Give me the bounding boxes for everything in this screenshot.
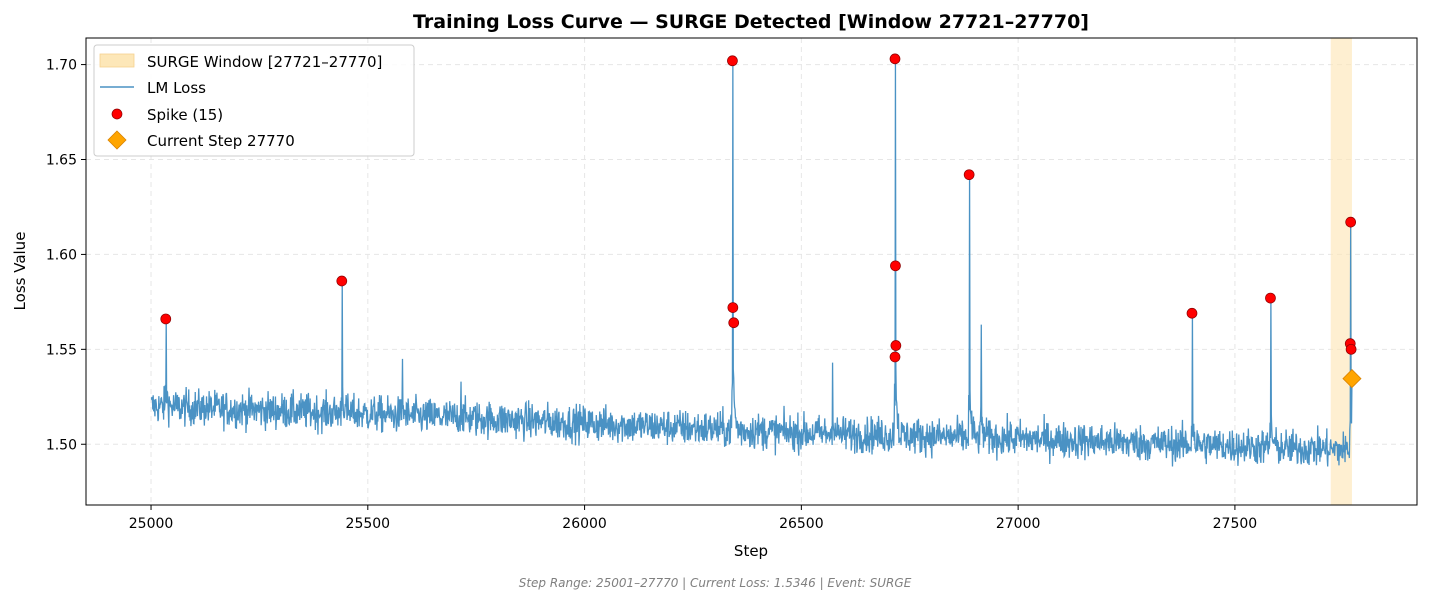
spike-point — [727, 302, 739, 313]
legend-surge-label: SURGE Window [27721–27770] — [147, 53, 382, 71]
legend-current-swatch — [107, 130, 127, 150]
spike-point — [889, 351, 901, 363]
surge-window-band — [1330, 38, 1352, 505]
loss-line — [150, 58, 1353, 467]
legend-current-label: Current Step 27770 — [147, 132, 295, 150]
spike-point — [1345, 216, 1357, 228]
x-tick-label: 25000 — [129, 516, 174, 532]
x-tick-label: 27000 — [996, 516, 1041, 532]
x-axis-label: Step — [734, 542, 768, 560]
spike-point — [889, 53, 901, 65]
y-axis-ticks: 1.50 1.55 1.60 1.65 1.70 — [46, 58, 86, 453]
y-tick-label: 1.70 — [46, 58, 77, 74]
spike-point — [1265, 292, 1276, 304]
legend-surge-swatch — [99, 53, 135, 68]
y-tick-label: 1.60 — [46, 247, 77, 263]
chart-footer: Step Range: 25001–27770 | Current Loss: … — [519, 576, 912, 590]
legend-loss-label: LM Loss — [147, 79, 206, 97]
spike-point — [160, 313, 172, 325]
legend-spike-label: Spike (15) — [147, 106, 223, 124]
x-tick-label: 25500 — [346, 516, 391, 532]
spike-point — [336, 275, 348, 287]
spike-point — [963, 169, 975, 181]
spike-point — [1186, 307, 1198, 319]
x-tick-label: 27500 — [1213, 516, 1258, 532]
spike-point — [1345, 343, 1357, 355]
spike-markers — [160, 53, 1357, 363]
spike-point — [728, 317, 740, 329]
y-axis-label: Loss Value — [11, 232, 29, 311]
chart-title: Training Loss Curve — SURGE Detected [Wi… — [413, 11, 1089, 33]
plot-area — [85, 37, 1418, 506]
legend-spike-swatch — [111, 108, 123, 120]
x-tick-label: 26500 — [779, 516, 824, 532]
x-tick-label: 26000 — [562, 516, 607, 532]
plot-frame — [85, 37, 1418, 506]
legend-box — [93, 44, 415, 157]
y-tick-label: 1.65 — [46, 152, 77, 168]
spike-point — [890, 260, 901, 272]
legend: SURGE Window [27721–27770] LM Loss Spike… — [93, 44, 415, 157]
current-step-marker — [1342, 369, 1362, 389]
spike-point — [890, 340, 902, 351]
y-tick-label: 1.50 — [46, 437, 77, 453]
x-axis-ticks: 25000 25500 26000 26500 27000 27500 — [129, 505, 1257, 532]
y-tick-label: 1.55 — [46, 342, 77, 358]
spike-point — [727, 55, 738, 67]
